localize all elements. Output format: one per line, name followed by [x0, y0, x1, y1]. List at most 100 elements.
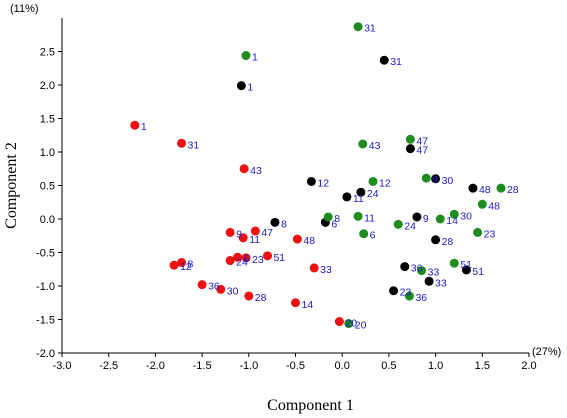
y-tick-label: 0.0: [40, 214, 55, 226]
point-label: 33: [320, 264, 332, 276]
point-label: 8: [188, 259, 194, 271]
data-point: [323, 212, 333, 222]
data-point: [379, 55, 389, 65]
y-tick-label: 2.0: [40, 80, 55, 92]
data-point: [241, 51, 251, 61]
point-label: 36: [208, 281, 220, 293]
data-point: [473, 227, 483, 237]
point-label: 8: [334, 213, 340, 225]
data-point: [356, 187, 366, 197]
data-point: [334, 317, 344, 327]
y-axis-title: Component 2: [3, 142, 20, 229]
data-point: [389, 286, 399, 296]
data-point: [342, 192, 352, 202]
y-variance-label: (11%): [10, 3, 39, 15]
x-tick-label: -0.5: [286, 360, 305, 372]
x-tick-label: -3.0: [53, 360, 72, 372]
data-point: [130, 120, 140, 130]
point-label: 8: [281, 218, 287, 230]
data-point: [197, 280, 207, 290]
point-label: 47: [416, 145, 428, 157]
data-point: [368, 176, 378, 186]
point-label: 23: [400, 287, 412, 299]
data-point: [358, 139, 368, 149]
data-point: [353, 211, 363, 221]
point-label: 12: [180, 261, 192, 273]
data-point: [435, 214, 445, 224]
point-label: 48: [488, 200, 500, 212]
data-point: [233, 252, 243, 262]
point-label: 12: [379, 177, 391, 189]
point-label: 48: [479, 184, 491, 196]
x-tick-label: 0.5: [381, 360, 396, 372]
y-tick-label: 0.5: [40, 181, 55, 193]
point-label: 6: [244, 253, 250, 265]
x-tick-label: -1.5: [193, 360, 212, 372]
point-label: 36: [415, 292, 427, 304]
point-label: 31: [390, 56, 402, 68]
data-point: [393, 219, 403, 229]
data-point: [353, 22, 363, 32]
data-point: [177, 138, 187, 148]
point-label: 11: [249, 234, 260, 246]
point-label: 12: [317, 177, 329, 189]
point-label: 51: [460, 259, 472, 271]
data-point: [421, 173, 431, 183]
data-point: [431, 235, 441, 245]
data-point: [239, 164, 249, 174]
point-label: 24: [367, 188, 379, 200]
point-label: 47: [261, 227, 273, 239]
point-label: 9: [423, 213, 429, 225]
point-label: 28: [442, 236, 454, 248]
point-label: 24: [236, 257, 248, 269]
x-axis-title: Component 1: [267, 397, 354, 414]
point-label: 11: [364, 212, 375, 224]
point-label: 11: [353, 193, 364, 205]
data-point: [225, 256, 235, 266]
data-point: [344, 319, 354, 329]
data-point: [496, 183, 506, 193]
data-point: [477, 199, 487, 209]
data-point: [238, 233, 248, 243]
data-point: [405, 144, 415, 154]
data-point: [431, 174, 441, 184]
y-tick-label: -1.5: [36, 315, 55, 327]
point-label: 47: [416, 135, 428, 147]
point-label: 43: [369, 140, 381, 152]
point-label: 31: [188, 139, 200, 151]
data-point: [169, 260, 179, 270]
point-label: 9: [432, 174, 438, 186]
point-label: 24: [404, 220, 416, 232]
point-label: 20: [355, 320, 367, 332]
point-label: 33: [428, 267, 440, 279]
data-point: [309, 263, 319, 273]
x-variance-label: (27%): [532, 346, 561, 358]
point-label: 48: [303, 235, 315, 247]
point-label: 20: [345, 318, 357, 330]
point-label: 36: [411, 263, 423, 275]
data-point: [262, 251, 272, 261]
point-label: 14: [302, 299, 314, 311]
y-tick-label: -0.5: [36, 248, 55, 260]
data-point: [400, 262, 410, 272]
data-point: [449, 258, 459, 268]
data-point: [412, 212, 422, 222]
data-point: [449, 209, 459, 219]
axes: -3.0 -2.5 -2.0 -1.5 -1.0 -0.5 0.0 0.5 1.0 1.5 2.0 -…: [36, 18, 537, 372]
point-label: 6: [370, 230, 376, 242]
data-point: [216, 284, 226, 294]
point-label: 9: [236, 228, 242, 240]
x-tick-label: -2.5: [99, 360, 118, 372]
point-label: 14: [446, 215, 458, 227]
point-label: 33: [435, 277, 447, 289]
point-label: 1: [247, 82, 253, 94]
data-point: [292, 234, 302, 244]
point-label: 51: [472, 266, 484, 278]
data-point: [177, 258, 187, 268]
point-label: 1: [141, 121, 147, 133]
data-point: [417, 266, 427, 276]
y-tick-label: 1.0: [40, 147, 55, 159]
point-label: 1: [252, 52, 258, 64]
